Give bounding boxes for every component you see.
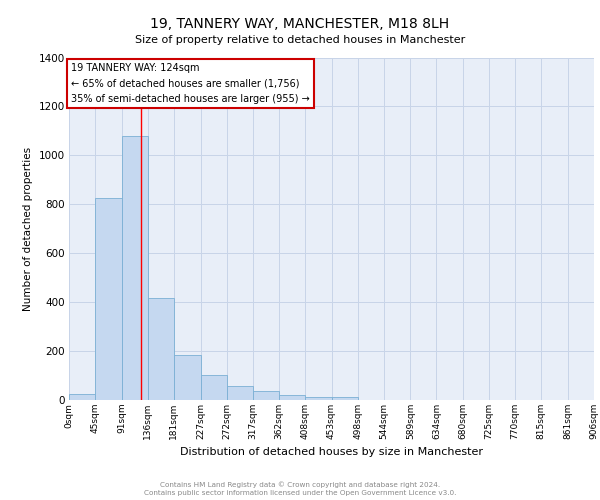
Bar <box>148 298 174 400</box>
Text: Size of property relative to detached houses in Manchester: Size of property relative to detached ho… <box>135 35 465 45</box>
Text: 19, TANNERY WAY, MANCHESTER, M18 8LH: 19, TANNERY WAY, MANCHESTER, M18 8LH <box>151 18 449 32</box>
Text: 19 TANNERY WAY: 124sqm
← 65% of detached houses are smaller (1,756)
35% of semi-: 19 TANNERY WAY: 124sqm ← 65% of detached… <box>71 62 310 104</box>
X-axis label: Distribution of detached houses by size in Manchester: Distribution of detached houses by size … <box>180 448 483 458</box>
Bar <box>305 397 331 400</box>
Bar <box>253 392 279 400</box>
Bar <box>279 394 305 400</box>
Bar <box>95 198 122 400</box>
Bar <box>331 397 358 400</box>
Bar <box>227 386 253 400</box>
Bar <box>122 136 148 400</box>
Y-axis label: Number of detached properties: Number of detached properties <box>23 146 33 311</box>
Bar <box>174 355 200 400</box>
Bar <box>69 394 95 400</box>
Text: Contains HM Land Registry data © Crown copyright and database right 2024.
Contai: Contains HM Land Registry data © Crown c… <box>144 481 456 496</box>
Bar <box>200 375 227 400</box>
